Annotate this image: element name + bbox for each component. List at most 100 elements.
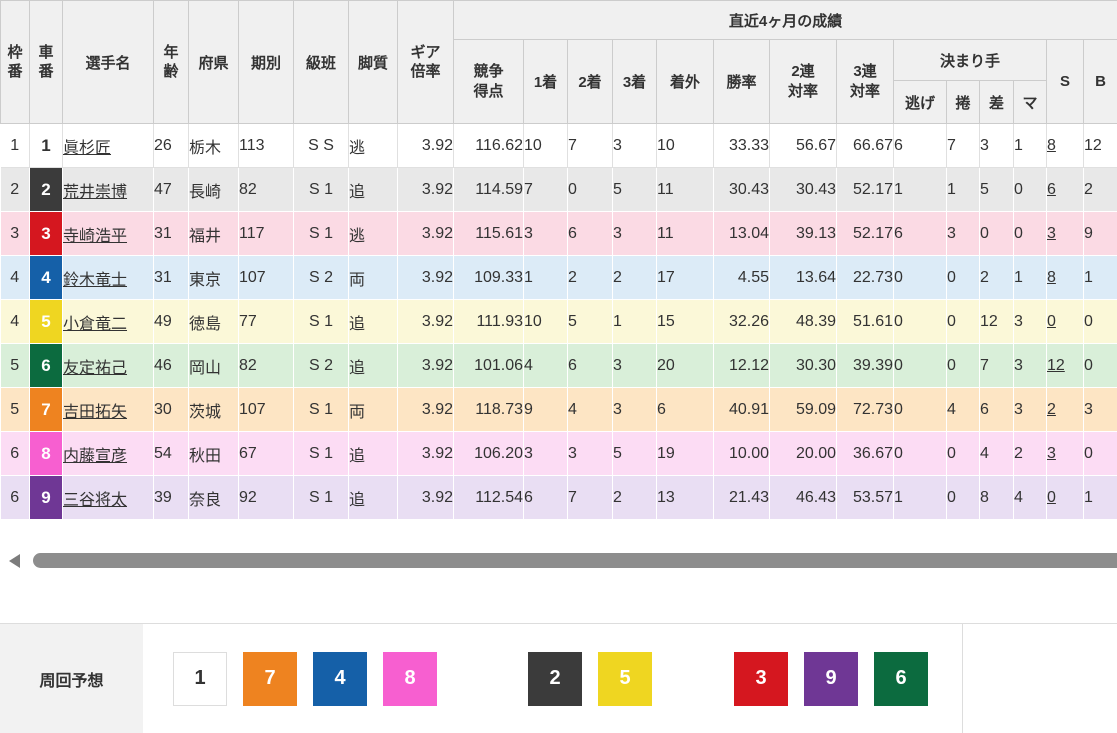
cell-leg-style: 追 [349, 476, 398, 520]
cell-prefecture: 茨城 [189, 388, 239, 432]
cell-first-count: 6 [524, 476, 568, 520]
cell-car-number: 9 [30, 476, 63, 520]
cell-mark-count: 3 [1014, 344, 1047, 388]
cell-car-number: 7 [30, 388, 63, 432]
cell-quinella3-rate: 39.39 [837, 344, 894, 388]
cell-second-count: 4 [568, 388, 613, 432]
cell-grade: S S [294, 124, 349, 168]
horizontal-scrollbar[interactable] [0, 553, 1117, 569]
rider-name-link[interactable]: 眞杉匠 [63, 140, 111, 157]
cell-gear-ratio: 3.92 [398, 168, 454, 212]
cell-prefecture: 福井 [189, 212, 239, 256]
cell-first-count: 10 [524, 300, 568, 344]
cell-third-count: 1 [613, 300, 657, 344]
cell-third-count: 3 [613, 124, 657, 168]
cell-quinella3-rate: 66.67 [837, 124, 894, 168]
cell-car-number: 4 [30, 256, 63, 300]
cell-leg-style: 追 [349, 344, 398, 388]
cell-age: 30 [154, 388, 189, 432]
cell-out-count: 13 [657, 476, 714, 520]
cell-sashi-count: 5 [980, 168, 1014, 212]
lap-car-box: 1 [173, 652, 227, 706]
cell-mark-count: 3 [1014, 388, 1047, 432]
s-count-link[interactable]: 6 [1047, 181, 1056, 198]
rider-name-link[interactable]: 三谷将太 [63, 492, 127, 509]
cell-win-rate: 21.43 [714, 476, 770, 520]
cell-out-count: 11 [657, 168, 714, 212]
header-nige: 逃げ [894, 81, 947, 124]
cell-prefecture: 徳島 [189, 300, 239, 344]
cell-makuri-count: 0 [947, 344, 980, 388]
rider-name-link[interactable]: 吉田拓矢 [63, 404, 127, 421]
rider-name-link[interactable]: 小倉竜二 [63, 316, 127, 333]
cell-race-points: 114.59 [454, 168, 524, 212]
s-count-link[interactable]: 0 [1047, 313, 1056, 330]
rider-name-link: 吉田拓矢 [63, 388, 154, 432]
s-count-link: 0 [1047, 300, 1084, 344]
cell-gear-ratio: 3.92 [398, 344, 454, 388]
s-count-link: 2 [1047, 388, 1084, 432]
scrollbar-thumb[interactable] [33, 553, 1117, 568]
header-kimarite-group: 決まり手 [894, 40, 1047, 81]
cell-win-rate: 40.91 [714, 388, 770, 432]
cell-mark-count: 3 [1014, 300, 1047, 344]
cell-quinella2-rate: 59.09 [770, 388, 837, 432]
cell-makuri-count: 0 [947, 300, 980, 344]
header-makuri: 捲 [947, 81, 980, 124]
rider-name-link: 寺崎浩平 [63, 212, 154, 256]
rider-name-link: 荒井崇博 [63, 168, 154, 212]
rider-name-link[interactable]: 内藤宣彦 [63, 448, 127, 465]
cell-leg-style: 追 [349, 300, 398, 344]
header-gear-ratio: ギア 倍率 [398, 1, 454, 124]
rider-name-link[interactable]: 寺崎浩平 [63, 228, 127, 245]
header-grade: 級班 [294, 1, 349, 124]
header-b-count: B [1084, 40, 1117, 124]
cell-grade: S 1 [294, 388, 349, 432]
rider-name-link[interactable]: 友定祐己 [63, 360, 127, 377]
cell-gear-ratio: 3.92 [398, 300, 454, 344]
cell-b-count: 1 [1084, 256, 1117, 300]
s-count-link[interactable]: 3 [1047, 445, 1056, 462]
cell-leg-style: 両 [349, 388, 398, 432]
cell-frame-number: 6 [1, 476, 30, 520]
cell-gear-ratio: 3.92 [398, 432, 454, 476]
cell-gear-ratio: 3.92 [398, 212, 454, 256]
cell-race-points: 115.61 [454, 212, 524, 256]
cell-b-count: 2 [1084, 168, 1117, 212]
cell-sashi-count: 12 [980, 300, 1014, 344]
cell-gear-ratio: 3.92 [398, 476, 454, 520]
cell-first-count: 10 [524, 124, 568, 168]
cell-quinella2-rate: 39.13 [770, 212, 837, 256]
cell-age: 54 [154, 432, 189, 476]
s-count-link[interactable]: 8 [1047, 269, 1056, 286]
lap-car-box: 7 [243, 652, 297, 706]
s-count-link[interactable]: 8 [1047, 137, 1056, 154]
cell-nige-count: 0 [894, 388, 947, 432]
cell-third-count: 3 [613, 388, 657, 432]
cell-race-points: 111.93 [454, 300, 524, 344]
cell-b-count: 9 [1084, 212, 1117, 256]
cell-first-count: 1 [524, 256, 568, 300]
s-count-link[interactable]: 0 [1047, 489, 1056, 506]
cell-quinella2-rate: 30.30 [770, 344, 837, 388]
cell-makuri-count: 3 [947, 212, 980, 256]
cell-quinella3-rate: 52.17 [837, 168, 894, 212]
s-count-link[interactable]: 12 [1047, 357, 1065, 374]
cell-out-count: 17 [657, 256, 714, 300]
scroll-left-arrow-icon[interactable] [9, 554, 20, 568]
header-leg-style: 脚質 [349, 1, 398, 124]
s-count-link[interactable]: 3 [1047, 225, 1056, 242]
cell-race-points: 101.06 [454, 344, 524, 388]
cell-win-rate: 12.12 [714, 344, 770, 388]
car-number-box: 6 [30, 344, 62, 387]
s-count-link[interactable]: 2 [1047, 401, 1056, 418]
cell-race-points: 109.33 [454, 256, 524, 300]
rider-name-link[interactable]: 荒井崇博 [63, 184, 127, 201]
cell-out-count: 10 [657, 124, 714, 168]
cell-prefecture: 長崎 [189, 168, 239, 212]
rider-name-link[interactable]: 鈴木竜士 [63, 272, 127, 289]
